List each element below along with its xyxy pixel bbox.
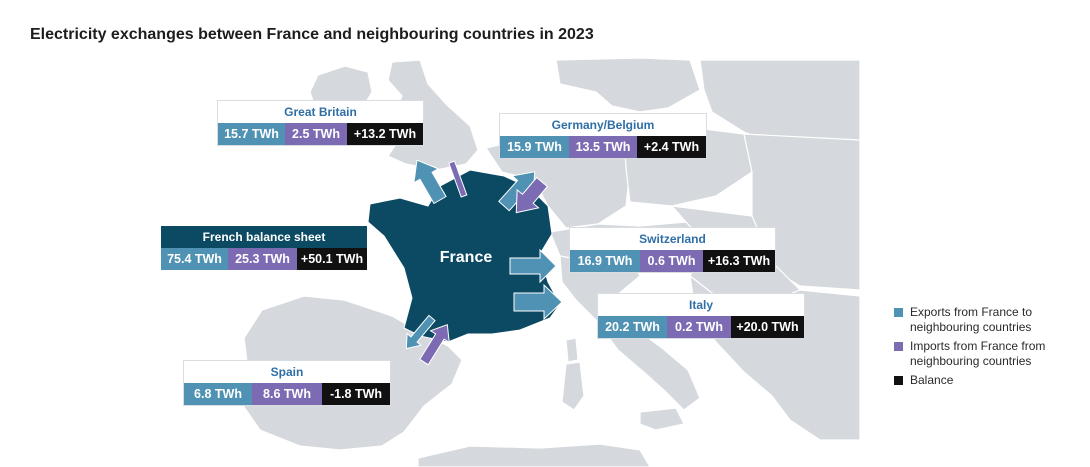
exports-value: 75.4 TWh <box>161 248 228 270</box>
label-switzerland: Switzerland 16.9 TWh 0.6 TWh +16.3 TWh <box>570 228 775 272</box>
corsica-shape <box>565 337 579 363</box>
flow-arrows <box>405 159 563 366</box>
legend-label: Exports from France to neighbouring coun… <box>910 305 1033 334</box>
legend-item-balance: Balance <box>894 373 1050 388</box>
imports-value: 13.5 TWh <box>569 136 637 158</box>
balance-value: +16.3 TWh <box>703 250 775 272</box>
imports-value: 0.2 TWh <box>667 316 731 338</box>
country-name: Great Britain <box>284 105 357 119</box>
exports-value: 15.9 TWh <box>500 136 569 158</box>
country-name: Italy <box>688 298 713 312</box>
import-arrow-germany-belgium <box>515 176 549 214</box>
exports-value: 6.8 TWh <box>184 383 252 405</box>
legend-label: Balance <box>910 373 954 387</box>
export-arrow-italy <box>513 283 563 321</box>
balance-value: +50.1 TWh <box>297 248 367 270</box>
sicily-shape <box>639 407 685 431</box>
legend-item-imports: Imports from France from neighbouring co… <box>894 339 1050 369</box>
france-map-label: France <box>440 249 493 266</box>
balance-value: -1.8 TWh <box>322 383 390 405</box>
country-name: Switzerland <box>639 232 706 246</box>
label-germany-belgium: Germany/Belgium 15.9 TWh 13.5 TWh +2.4 T… <box>500 114 706 158</box>
export-arrow-switzerland <box>509 248 557 284</box>
import-arrow-spain <box>419 323 450 366</box>
label-french-balance-sheet: French balance sheet 75.4 TWh 25.3 TWh +… <box>161 226 367 270</box>
balance-value: +13.2 TWh <box>347 123 423 145</box>
country-name: Spain <box>270 365 304 379</box>
import-arrow-great-britain <box>448 160 468 198</box>
imports-value: 2.5 TWh <box>285 123 347 145</box>
page-title: Electricity exchanges between France and… <box>30 26 594 43</box>
legend-item-exports: Exports from France to neighbouring coun… <box>894 305 1050 335</box>
exports-swatch <box>894 308 903 317</box>
balance-sheet-name: French balance sheet <box>202 230 326 244</box>
exports-value: 16.9 TWh <box>570 250 640 272</box>
export-arrow-spain <box>405 314 436 350</box>
legend: Exports from France to neighbouring coun… <box>894 305 1050 392</box>
balance-value: +20.0 TWh <box>731 316 804 338</box>
imports-value: 25.3 TWh <box>228 248 297 270</box>
north-africa-shape <box>417 443 651 467</box>
sardinia-shape <box>561 361 585 411</box>
france-shape <box>367 169 561 343</box>
legend-label: Imports from France from neighbouring co… <box>910 339 1046 368</box>
export-arrow-great-britain <box>413 159 447 205</box>
country-name: Germany/Belgium <box>551 118 655 132</box>
balance-value: +2.4 TWh <box>637 136 706 158</box>
label-italy: Italy 20.2 TWh 0.2 TWh +20.0 TWh <box>598 294 804 338</box>
scandinavia-shape <box>555 57 701 113</box>
exports-value: 15.7 TWh <box>218 123 285 145</box>
label-great-britain: Great Britain 15.7 TWh 2.5 TWh +13.2 TWh <box>218 101 423 145</box>
imports-swatch <box>894 342 903 351</box>
imports-value: 0.6 TWh <box>640 250 703 272</box>
balance-swatch <box>894 376 903 385</box>
exports-value: 20.2 TWh <box>598 316 667 338</box>
label-spain: Spain 6.8 TWh 8.6 TWh -1.8 TWh <box>184 361 390 405</box>
imports-value: 8.6 TWh <box>252 383 322 405</box>
